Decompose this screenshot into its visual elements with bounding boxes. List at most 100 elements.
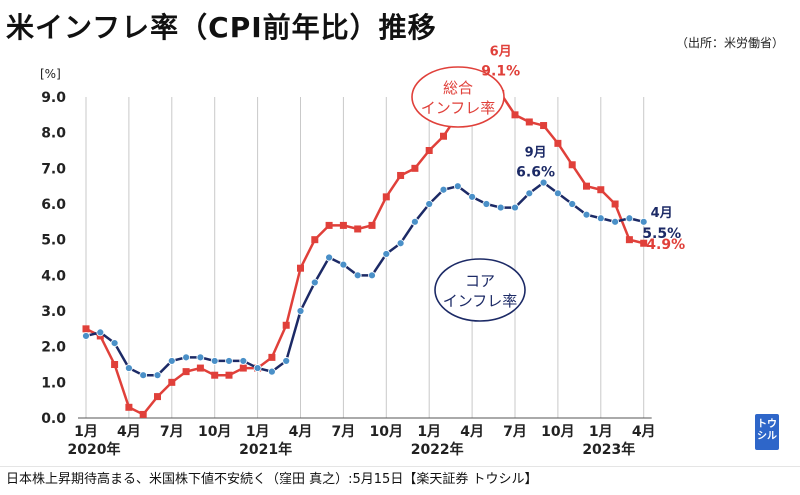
series-legend-oval-1 xyxy=(434,258,526,322)
footer-caption: 日本株上昇期待高まる、米国株下値不安続く（窪田 真之）:5月15日【楽天証券 ト… xyxy=(0,466,800,495)
source-note: （出所：米労働省） xyxy=(675,36,784,50)
data-point-s1-34 xyxy=(568,200,577,208)
data-point-s1-22 xyxy=(396,239,405,248)
data-point-s1-7 xyxy=(182,353,191,362)
data-point-s0-14 xyxy=(282,321,290,329)
data-point-s1-0 xyxy=(82,332,90,340)
data-point-s0-25 xyxy=(440,132,447,140)
data-point-s1-4 xyxy=(139,371,148,380)
data-point-s1-2 xyxy=(110,339,119,348)
annotation-value-0: 9.1% xyxy=(481,63,520,79)
x-tick-label: 4月 xyxy=(460,424,484,440)
data-point-s0-5 xyxy=(154,393,161,401)
y-tick-label: 5.0 xyxy=(41,233,66,249)
data-point-s0-39 xyxy=(640,239,648,247)
series-line-1 xyxy=(85,181,645,377)
data-point-s0-0 xyxy=(82,325,90,333)
annotation-month-0: 6月 xyxy=(490,44,512,59)
data-point-s1-23 xyxy=(410,217,419,226)
data-point-s1-20 xyxy=(368,271,376,280)
data-point-s0-10 xyxy=(225,371,233,379)
x-tick-label: 10月 xyxy=(541,424,574,440)
x-tick-label: 1月 xyxy=(246,424,270,440)
logo-text: トウシル xyxy=(757,419,777,442)
toushiru-logo: トウシル xyxy=(755,414,779,450)
y-tick-label: 3.0 xyxy=(41,304,66,320)
data-point-s0-15 xyxy=(297,264,304,272)
data-point-s1-14 xyxy=(282,357,291,365)
data-point-s1-35 xyxy=(582,210,591,219)
data-point-s1-36 xyxy=(596,214,605,223)
data-point-s0-36 xyxy=(597,186,605,194)
data-point-s0-7 xyxy=(182,368,190,376)
x-year-label: 2020年 xyxy=(68,441,121,458)
data-point-s1-37 xyxy=(611,217,619,226)
x-tick-label: 1月 xyxy=(74,424,98,440)
annotation-value-3: 4.9% xyxy=(646,237,685,253)
y-tick-label: 1.0 xyxy=(41,375,66,391)
x-tick-label: 7月 xyxy=(332,424,356,440)
data-point-s0-8 xyxy=(196,364,204,372)
data-point-s0-2 xyxy=(111,361,119,368)
data-point-s1-9 xyxy=(210,357,219,365)
data-point-s0-19 xyxy=(354,225,362,233)
data-point-s1-26 xyxy=(453,182,462,191)
data-point-s1-24 xyxy=(425,200,434,208)
data-point-s0-18 xyxy=(339,221,347,229)
data-point-s1-17 xyxy=(325,253,334,262)
y-tick-label: 4.0 xyxy=(41,268,66,284)
data-point-s0-35 xyxy=(583,182,590,190)
data-point-s0-11 xyxy=(239,364,247,372)
data-point-s1-6 xyxy=(167,357,176,365)
series-legend-label-1: コア xyxy=(465,272,495,290)
data-point-s1-28 xyxy=(482,200,491,208)
data-point-s0-3 xyxy=(125,403,133,411)
data-point-s1-25 xyxy=(439,185,448,194)
data-point-s1-11 xyxy=(239,357,248,365)
data-point-s0-22 xyxy=(397,171,405,179)
data-point-s1-29 xyxy=(496,203,505,212)
x-tick-label: 7月 xyxy=(160,424,184,440)
page-title: 米インフレ率（CPI前年比）推移 xyxy=(6,11,437,44)
data-point-s0-34 xyxy=(568,161,576,169)
annotation-value-1: 6.6% xyxy=(516,165,555,181)
data-point-s1-19 xyxy=(353,271,362,280)
x-tick-label: 4月 xyxy=(632,424,656,440)
data-point-s0-31 xyxy=(525,118,533,126)
annotation-month-2: 4月 xyxy=(651,206,673,221)
x-year-label: 2021年 xyxy=(239,441,292,458)
x-tick-label: 1月 xyxy=(417,424,441,440)
series-line-0 xyxy=(85,92,645,416)
data-point-s1-30 xyxy=(511,203,519,212)
x-year-label: 2023年 xyxy=(582,441,635,458)
data-point-s1-39 xyxy=(639,217,648,226)
data-point-s0-9 xyxy=(211,371,219,379)
x-tick-label: 4月 xyxy=(117,424,141,440)
data-point-s0-38 xyxy=(625,236,633,244)
annotation-month-1: 9月 xyxy=(525,146,547,161)
x-tick-label: 1月 xyxy=(589,424,613,440)
data-point-s1-32 xyxy=(539,178,548,187)
data-point-s0-13 xyxy=(268,353,276,361)
y-tick-label: 8.0 xyxy=(41,126,66,142)
data-point-s0-33 xyxy=(554,139,562,147)
data-point-s0-20 xyxy=(368,221,376,229)
data-point-s1-13 xyxy=(267,367,276,376)
data-point-s0-4 xyxy=(139,410,147,418)
x-year-label: 2022年 xyxy=(411,441,464,458)
data-point-s1-16 xyxy=(310,278,319,287)
data-point-s0-37 xyxy=(611,200,619,208)
data-point-s1-21 xyxy=(382,250,391,258)
data-point-s1-12 xyxy=(253,364,262,372)
x-tick-label: 10月 xyxy=(198,424,231,440)
data-point-s0-30 xyxy=(511,111,519,119)
data-point-s0-16 xyxy=(311,236,319,244)
data-point-s1-38 xyxy=(625,214,634,223)
data-point-s1-31 xyxy=(525,189,534,198)
x-tick-label: 7月 xyxy=(503,424,527,440)
data-point-s1-27 xyxy=(468,192,477,201)
x-tick-label: 10月 xyxy=(370,424,403,440)
data-point-s0-23 xyxy=(411,164,419,172)
